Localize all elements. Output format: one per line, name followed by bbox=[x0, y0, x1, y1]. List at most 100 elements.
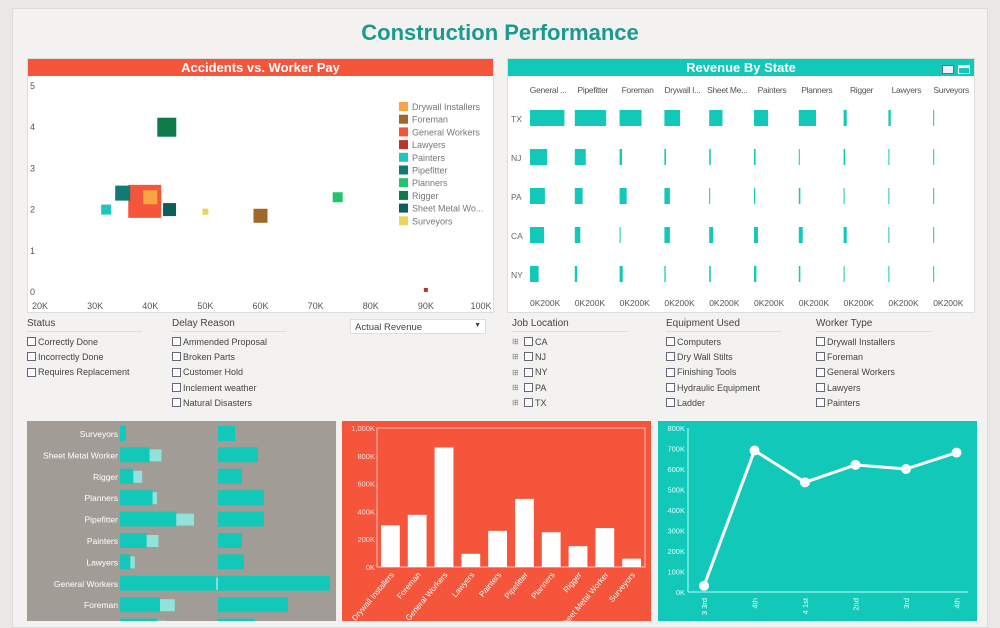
y-tick-label: 200K bbox=[667, 547, 685, 556]
checkbox[interactable] bbox=[27, 352, 36, 361]
column-header: General ... bbox=[530, 85, 566, 95]
x-tick-label: 0K200K bbox=[844, 298, 875, 308]
x-tick-label: 4th bbox=[953, 598, 962, 608]
right-bar bbox=[218, 554, 244, 569]
checkbox[interactable] bbox=[27, 337, 36, 346]
checkbox[interactable] bbox=[816, 398, 825, 407]
line-point bbox=[901, 464, 911, 474]
revenue-bar bbox=[664, 188, 669, 204]
checkbox[interactable] bbox=[666, 352, 675, 361]
filter-option[interactable]: Foreman bbox=[816, 349, 931, 364]
row-label: TX bbox=[511, 114, 522, 124]
filter-option[interactable]: Customer Hold bbox=[172, 365, 287, 380]
x-tick-label: Rigger bbox=[561, 570, 583, 594]
filter-option[interactable]: Finishing Tools bbox=[666, 365, 781, 380]
y-tick-label: 100K bbox=[667, 568, 685, 577]
filter-option[interactable]: Lawyers bbox=[816, 380, 931, 395]
option-label: Incorrectly Done bbox=[38, 352, 104, 362]
filter-option[interactable]: ⊞PA bbox=[512, 380, 627, 395]
checkbox[interactable] bbox=[172, 337, 181, 346]
checkbox[interactable] bbox=[524, 383, 533, 392]
checkbox[interactable] bbox=[524, 368, 533, 377]
line-point bbox=[750, 446, 760, 456]
filter-option[interactable]: Natural Disasters bbox=[172, 395, 287, 410]
y-tick-label: 800K bbox=[667, 424, 685, 433]
checkbox[interactable] bbox=[524, 352, 533, 361]
chart-view-icon[interactable] bbox=[942, 65, 954, 74]
checkbox[interactable] bbox=[816, 383, 825, 392]
checkbox[interactable] bbox=[816, 337, 825, 346]
filter-option[interactable]: Incorrectly Done bbox=[27, 349, 142, 364]
checkbox[interactable] bbox=[172, 398, 181, 407]
filter-option[interactable]: Requires Replacement bbox=[27, 365, 142, 380]
page-title: Construction Performance bbox=[0, 20, 1000, 46]
option-label: Broken Parts bbox=[183, 352, 235, 362]
revenue-bar bbox=[530, 266, 539, 282]
revenue-bar bbox=[575, 188, 583, 204]
option-label: NY bbox=[535, 367, 548, 377]
checkbox[interactable] bbox=[172, 368, 181, 377]
expand-icon[interactable]: ⊞ bbox=[512, 383, 520, 392]
checkbox[interactable] bbox=[666, 398, 675, 407]
checkbox[interactable] bbox=[816, 368, 825, 377]
category-label: Rigger bbox=[93, 472, 118, 482]
filter-option[interactable]: ⊞ NY bbox=[512, 365, 627, 380]
x-tick-label: 2nd bbox=[852, 598, 861, 611]
legend-swatch bbox=[399, 115, 408, 124]
checkbox[interactable] bbox=[666, 368, 675, 377]
filter-option[interactable]: Drywall Installers bbox=[816, 334, 931, 349]
expand-icon[interactable]: ⊞ bbox=[512, 352, 520, 361]
expand-icon[interactable]: ⊞ bbox=[512, 337, 520, 346]
line-series bbox=[704, 451, 957, 586]
legend-label: General Workers bbox=[412, 127, 480, 137]
checkbox[interactable] bbox=[666, 337, 675, 346]
x-tick-label: 60K bbox=[252, 301, 268, 311]
filter-option[interactable]: Painters bbox=[816, 395, 931, 410]
right-bar bbox=[218, 490, 264, 505]
revenue-bar bbox=[799, 266, 801, 282]
checkbox[interactable] bbox=[524, 398, 533, 407]
secondary-bar bbox=[176, 514, 194, 526]
filter-option[interactable]: Computers bbox=[666, 334, 781, 349]
checkbox[interactable] bbox=[666, 383, 675, 392]
checkbox[interactable] bbox=[172, 383, 181, 392]
expand-icon[interactable]: ⊞ bbox=[512, 398, 520, 407]
filter-option[interactable]: Ladder bbox=[666, 395, 781, 410]
option-label: Drywall Installers bbox=[827, 337, 895, 347]
filter-option[interactable]: Dry Wall Stilts bbox=[666, 349, 781, 364]
checkbox[interactable] bbox=[172, 352, 181, 361]
filter-option[interactable]: Hydraulic Equipment bbox=[666, 380, 781, 395]
filter-option[interactable]: Inclement weather bbox=[172, 380, 287, 395]
filter-option[interactable]: Ammended Proposal bbox=[172, 334, 287, 349]
revenue-bar bbox=[888, 110, 890, 126]
x-tick-label: 0K200K bbox=[933, 298, 964, 308]
filter-option[interactable]: ⊞TX bbox=[512, 395, 627, 410]
legend-label: Surveyors bbox=[412, 216, 453, 226]
right-bar bbox=[218, 469, 242, 484]
filter-option[interactable]: ⊞CA bbox=[512, 334, 627, 349]
x-tick-label: Drywall Installers bbox=[350, 571, 396, 621]
x-tick-label: Pipefitter bbox=[503, 570, 530, 600]
checkbox[interactable] bbox=[816, 352, 825, 361]
expand-icon[interactable]: ⊞ bbox=[512, 368, 520, 377]
maximize-icon[interactable] bbox=[958, 65, 970, 74]
revenue-bar bbox=[620, 110, 642, 126]
x-tick-label: Painters bbox=[477, 571, 503, 599]
checkbox[interactable] bbox=[524, 337, 533, 346]
y-tick-label: 400K bbox=[357, 507, 375, 516]
filter-option[interactable]: ⊞NJ bbox=[512, 349, 627, 364]
measure-dropdown[interactable]: Actual Revenue▼ bbox=[350, 319, 486, 334]
revenue-bar bbox=[575, 227, 580, 243]
x-tick-label: Surveyors bbox=[607, 571, 637, 604]
filter-option[interactable]: General Workers bbox=[816, 365, 931, 380]
revenue-bar bbox=[754, 266, 756, 282]
checkbox[interactable] bbox=[27, 368, 36, 377]
filter-option[interactable]: Correctly Done bbox=[27, 334, 142, 349]
x-tick-label: 50K bbox=[197, 301, 213, 311]
filter-option[interactable]: Broken Parts bbox=[172, 349, 287, 364]
